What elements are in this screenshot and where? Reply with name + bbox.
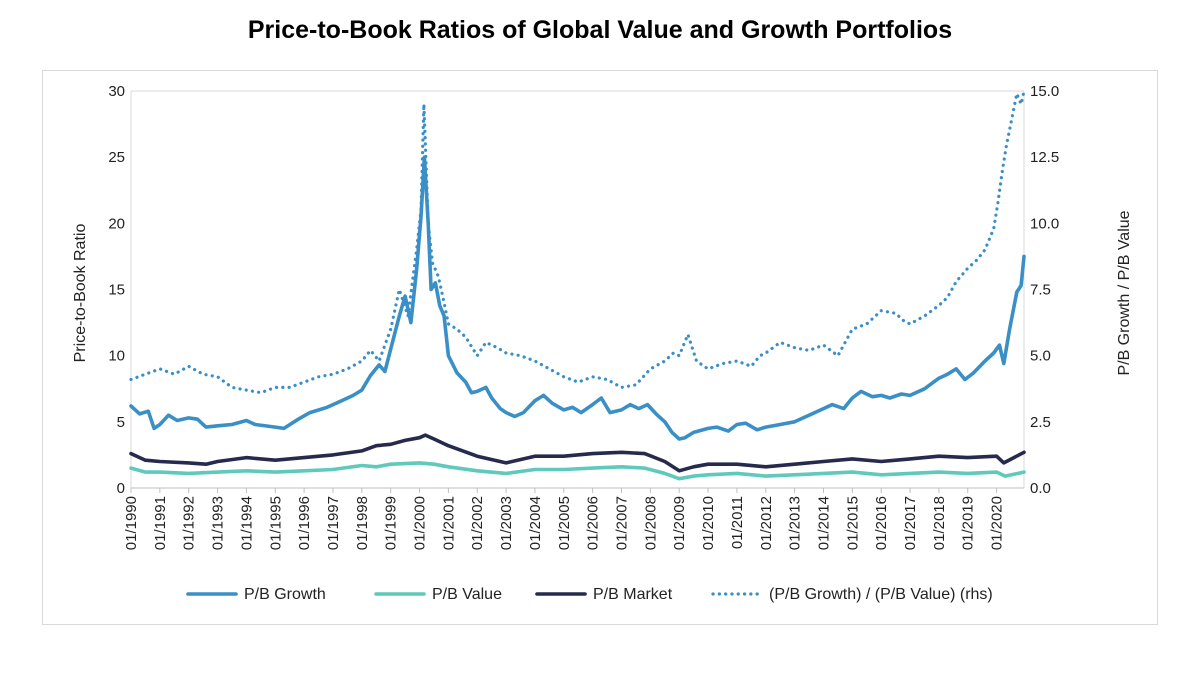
x-tick-label: 01/2014: [815, 496, 832, 550]
y-tick-label: 20: [108, 215, 125, 232]
x-tick-label: 01/2003: [498, 496, 515, 550]
y-axis-label: Price-to-Book Ratio: [72, 224, 89, 363]
x-tick-label: 01/2007: [614, 496, 631, 550]
y2-tick-label: 2.5: [1030, 414, 1051, 431]
x-tick-label: 01/1994: [238, 496, 255, 550]
x-tick-label: 01/2006: [585, 496, 602, 550]
legend-label-3: (P/B Growth) / (P/B Value) (rhs): [769, 586, 993, 603]
y2-tick-label: 5.0: [1030, 348, 1051, 365]
x-tick-label: 01/2016: [873, 496, 890, 550]
x-tick-label: 01/1999: [383, 496, 400, 550]
x-tick-label: 01/2001: [440, 496, 457, 550]
labels-layer: Price-to-Book Ratio P/B Growth / P/B Val…: [72, 210, 1133, 375]
x-tick-label: 01/1992: [181, 496, 198, 550]
x-tick-label: 01/2004: [527, 496, 544, 550]
y-tick-label: 5: [117, 414, 125, 431]
y-tick-label: 30: [108, 83, 125, 100]
x-tick-label: 01/2005: [556, 496, 573, 550]
x-tick-label: 01/1990: [123, 496, 140, 550]
legend: P/B Growth P/B Value P/B Market (P/B Growth…: [186, 586, 993, 603]
series-line-2: [129, 433, 1026, 473]
chart-canvas: 0 5 10 15 20 25 30 0.0 2.5 5.0 7.5 10.0 12.5 15.0 01/1…: [72, 83, 1133, 603]
x-tick-label: 01/2017: [902, 496, 919, 550]
x-tick-label: 01/2000: [412, 496, 429, 550]
legend-label-2: P/B Market: [593, 586, 673, 603]
axes-layer: 0 5 10 15 20 25 30 0.0 2.5 5.0 7.5 10.0 12.5 15.0 01/1…: [108, 83, 1059, 550]
x-tick-label: 01/1998: [354, 496, 371, 550]
y-tick-label: 0: [117, 480, 125, 497]
legend-label-1: P/B Value: [432, 586, 502, 603]
x-tick-label: 01/2009: [671, 496, 688, 550]
chart-frame: 0 5 10 15 20 25 30 0.0 2.5 5.0 7.5 10.0 12.5 15.0 01/1…: [42, 70, 1158, 625]
x-tick-label: 01/1997: [325, 496, 342, 550]
x-tick-label: 01/2002: [469, 496, 486, 550]
x-tick-label: 01/1995: [267, 496, 284, 550]
series-layer: [129, 89, 1026, 481]
chart-title: Price-to-Book Ratios of Global Value and…: [247, 16, 953, 44]
x-tick-label: 01/2020: [989, 496, 1006, 550]
series-line-0: [129, 155, 1026, 441]
series-line-1: [129, 461, 1026, 481]
x-tick-label: 01/2015: [844, 496, 861, 550]
y-tick-label: 10: [108, 348, 125, 365]
x-tick-label: 01/2019: [960, 496, 977, 550]
y2-tick-label: 7.5: [1030, 282, 1051, 299]
x-tick-label: 01/2011: [729, 496, 746, 549]
x-tick-label: 01/1993: [210, 496, 227, 550]
series-line-3: [129, 89, 1026, 395]
y2-tick-label: 0.0: [1030, 480, 1051, 497]
x-tick-label: 01/1996: [296, 496, 313, 550]
y-tick-label: 15: [108, 282, 125, 299]
y2-tick-label: 12.5: [1030, 149, 1059, 166]
x-tick-label: 01/2018: [931, 496, 948, 550]
y-tick-label: 25: [108, 149, 125, 166]
legend-label-0: P/B Growth: [244, 586, 326, 603]
y2-tick-label: 10.0: [1030, 215, 1059, 232]
y2-axis-label: P/B Growth / P/B Value: [1116, 210, 1133, 375]
x-tick-label: 01/1991: [152, 496, 169, 550]
x-tick-label: 01/2010: [700, 496, 717, 550]
x-tick-label: 01/2008: [642, 496, 659, 550]
x-tick-label: 01/2012: [758, 496, 775, 550]
x-tick-label: 01/2013: [787, 496, 804, 550]
y2-tick-label: 15.0: [1030, 83, 1059, 100]
